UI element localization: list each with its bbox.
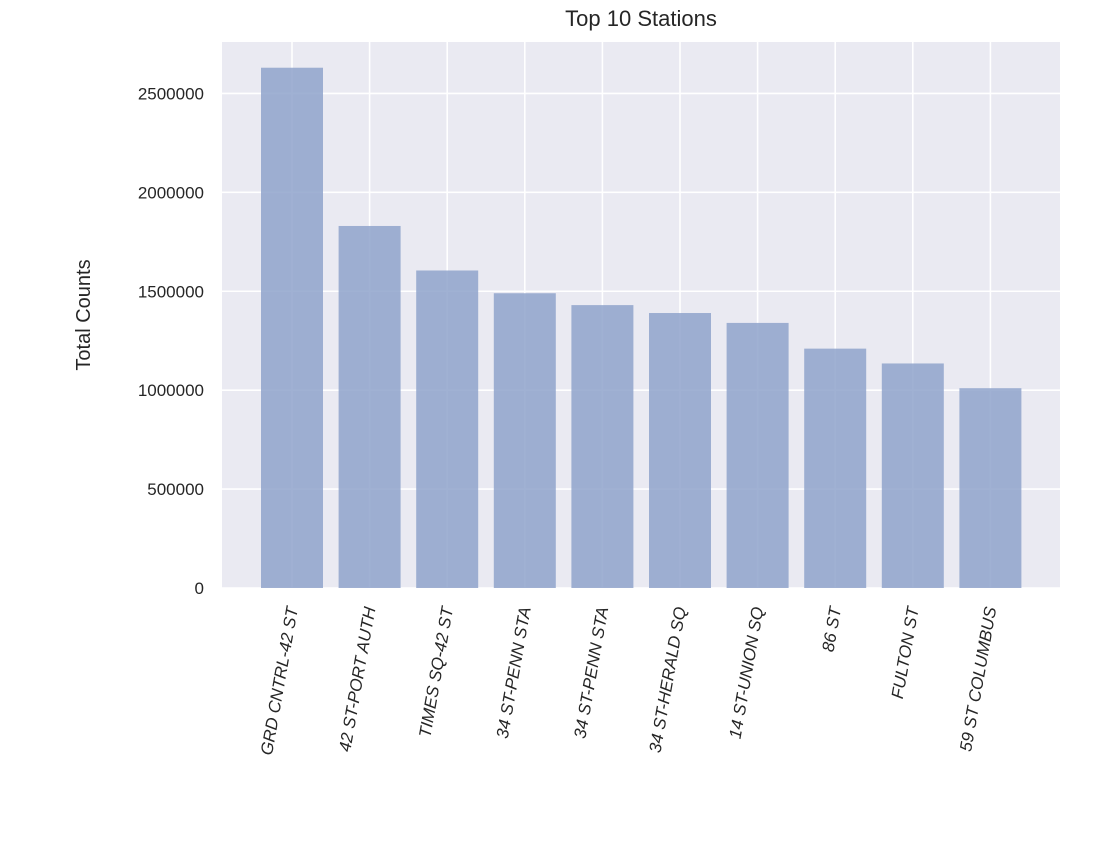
x-tick-label: TIMES SQ-42 ST (415, 604, 457, 739)
bar (649, 313, 711, 588)
x-tick-label: 59 ST COLUMBUS (956, 605, 1000, 753)
bar (261, 67, 323, 588)
y-axis-label: Total Counts (73, 259, 95, 370)
bar (726, 322, 789, 588)
x-tick-label: 14 ST-UNION SQ (726, 605, 768, 740)
bar (881, 363, 944, 588)
bar (959, 388, 1022, 588)
bars (261, 67, 1022, 588)
bar (338, 225, 401, 588)
y-tick-label: 1000000 (138, 381, 204, 400)
x-tick-labels: GRD CNTRL-42 ST 42 ST-PORT AUTH TIMES SQ-4… (257, 604, 1000, 757)
bar (804, 348, 867, 588)
y-tick-label: 500000 (147, 480, 204, 499)
y-tick-label: 2000000 (138, 183, 204, 202)
x-tick-label: 86 ST (819, 604, 846, 654)
x-tick-label: 42 ST-PORT AUTH (335, 605, 379, 754)
x-tick-label: 34 ST-HERALD SQ (646, 605, 690, 754)
y-tick-label: 0 (195, 579, 204, 598)
x-tick-label: 34 ST-PENN STA (570, 605, 612, 739)
x-tick-label: 34 ST-PENN STA (493, 605, 535, 739)
chart-title: Top 10 Stations (565, 6, 717, 31)
x-tick-label: FULTON ST (888, 604, 923, 700)
bar (571, 305, 634, 588)
bar (493, 293, 556, 588)
y-tick-label: 1500000 (138, 282, 204, 301)
y-tick-label: 2500000 (138, 84, 204, 103)
x-tick-label: GRD CNTRL-42 ST (257, 604, 302, 757)
y-tick-labels: 0 500000 1000000 1500000 2000000 2500000 (138, 84, 204, 598)
bar (416, 270, 479, 588)
